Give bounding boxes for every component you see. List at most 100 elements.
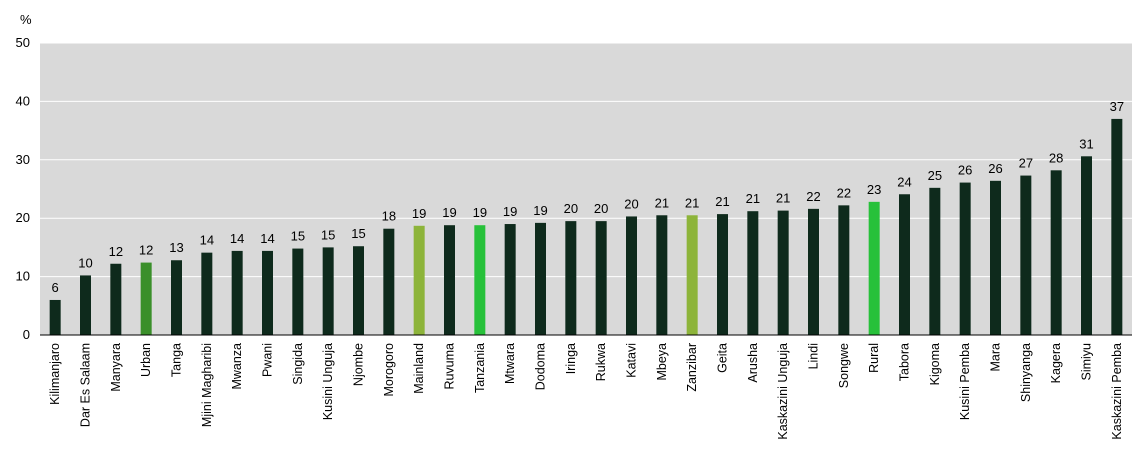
data-label: 19 [442, 205, 456, 220]
bar [565, 221, 577, 335]
bar [504, 224, 516, 335]
category-label: Mwanza [230, 343, 244, 390]
category-label: Arusha [746, 343, 760, 383]
category-label: Zanzibar [685, 343, 699, 392]
bar [201, 252, 213, 335]
y-tick-label: 0 [23, 327, 30, 342]
bar [1081, 156, 1092, 335]
data-label: 21 [715, 194, 729, 209]
category-label: Morogoro [382, 343, 396, 397]
category-label: Mjini Magharibi [200, 343, 214, 427]
data-label: 15 [321, 227, 335, 242]
bar [747, 211, 759, 335]
category-label: Iringa [564, 343, 578, 374]
category-label: Lindi [807, 343, 821, 369]
bar [959, 182, 971, 335]
bar [990, 180, 1001, 335]
category-label: Kilimanjaro [48, 343, 62, 405]
data-label: 27 [1019, 156, 1033, 171]
bar [49, 299, 61, 335]
category-label: Tanzania [473, 343, 487, 393]
category-label: Rukwa [594, 343, 608, 381]
bar [808, 208, 819, 335]
data-label: 24 [897, 174, 911, 189]
bar [444, 225, 455, 335]
bar [110, 263, 122, 335]
data-label: 22 [837, 185, 851, 200]
category-label: Mbeya [655, 343, 669, 381]
data-label: 37 [1110, 99, 1124, 114]
gridlines [40, 42, 1132, 278]
category-label: Kigoma [928, 343, 942, 385]
bar [838, 205, 850, 335]
bars [49, 118, 1123, 335]
bar [535, 222, 546, 335]
data-label: 12 [109, 244, 123, 259]
data-label: 21 [655, 195, 669, 210]
bar [899, 194, 910, 335]
bar [717, 214, 728, 335]
category-label: Kagera [1049, 343, 1063, 383]
bar [231, 250, 243, 335]
data-label: 20 [594, 201, 608, 216]
data-label: 26 [988, 161, 1002, 176]
bar [626, 216, 637, 335]
category-label: Manyara [109, 343, 123, 392]
bar [140, 262, 152, 335]
category-label: Dodoma [534, 343, 548, 390]
data-label: 14 [260, 231, 274, 246]
data-label: 15 [291, 229, 305, 244]
category-label: Simiyu [1080, 343, 1094, 381]
bar [1050, 170, 1062, 335]
data-label: 19 [533, 203, 547, 218]
data-label: 21 [776, 191, 790, 206]
category-label: Mainland [412, 343, 426, 394]
bar [929, 187, 941, 335]
bar [413, 225, 425, 335]
bar [383, 228, 395, 335]
category-label: Shinyanga [1019, 343, 1033, 402]
y-tick-label: 20 [16, 210, 30, 225]
bar [292, 248, 304, 335]
y-axis-unit-label: % [20, 12, 32, 27]
bar [474, 225, 486, 335]
data-label: 23 [867, 182, 881, 197]
category-label: Tanga [170, 343, 184, 377]
data-label: 6 [52, 280, 59, 295]
category-label: Urban [139, 343, 153, 377]
data-label: 26 [958, 163, 972, 178]
bar [868, 201, 880, 335]
category-label: Geita [716, 343, 730, 373]
bar [353, 246, 364, 335]
data-label: 25 [928, 168, 942, 183]
bar [322, 247, 334, 335]
bar [777, 210, 789, 335]
data-label: 19 [412, 206, 426, 221]
bar [686, 215, 698, 335]
data-label: 21 [746, 191, 760, 206]
y-tick-label: 50 [16, 35, 30, 50]
category-label: Songwe [837, 343, 851, 388]
data-label: 19 [503, 204, 517, 219]
category-label: Tabora [898, 343, 912, 381]
data-label: 13 [169, 240, 183, 255]
plot-area-background [40, 43, 1132, 335]
y-tick-label: 40 [16, 93, 30, 108]
data-label: 21 [685, 195, 699, 210]
data-label: 31 [1079, 136, 1093, 151]
category-label: Kaskazini Unguja [776, 343, 790, 440]
category-label: Dar Es Salaam [79, 343, 93, 427]
data-label: 10 [78, 255, 92, 270]
data-label: 20 [624, 196, 638, 211]
bar [171, 260, 182, 335]
data-label: 22 [806, 189, 820, 204]
data-label: 14 [230, 231, 244, 246]
category-label: Mtwara [503, 343, 517, 384]
data-label: 18 [382, 209, 396, 224]
category-label: Kusini Unguja [321, 343, 335, 420]
data-labels: 6 10 12 12 13 14 14 14 15 15 15 18 19 19 19 19 19 20 20 20 2… [52, 99, 1125, 295]
category-labels: Kilimanjaro Dar Es Salaam Manyara Urban Tang… [48, 343, 1124, 440]
data-label: 15 [351, 226, 365, 241]
data-label: 28 [1049, 150, 1063, 165]
